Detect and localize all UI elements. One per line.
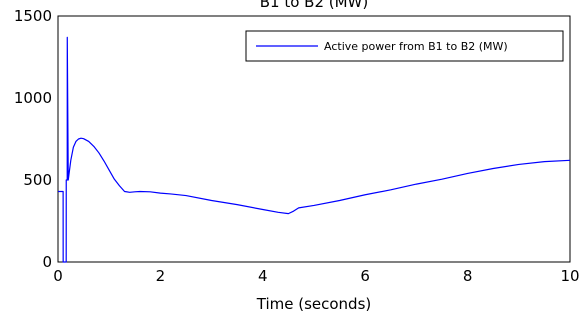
x-tick-label: 4	[258, 267, 268, 285]
x-tick-label: 0	[53, 267, 63, 285]
x-tick-label: 2	[156, 267, 166, 285]
x-tick-label: 10	[560, 267, 579, 285]
y-tick-label: 500	[23, 171, 52, 189]
x-axis-label: Time (seconds)	[256, 295, 372, 313]
series-line	[58, 36, 571, 263]
y-tick-label: 1500	[14, 7, 52, 25]
legend: Active power from B1 to B2 (MW)	[245, 30, 564, 62]
x-tick-label: 6	[360, 267, 370, 285]
x-tick-label: 8	[463, 267, 473, 285]
chart-title: B1 to B2 (MW)	[260, 0, 369, 11]
legend-label: Active power from B1 to B2 (MW)	[324, 40, 508, 53]
y-tick-label: 1000	[14, 89, 52, 107]
y-tick-label: 0	[42, 253, 52, 271]
